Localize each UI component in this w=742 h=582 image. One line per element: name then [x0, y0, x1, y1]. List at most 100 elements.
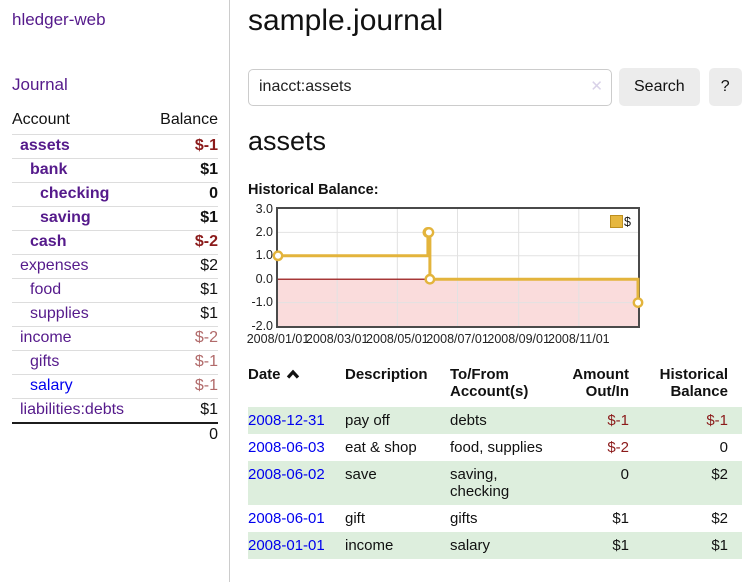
x-axis-tick: 2008/01/01 [246, 331, 310, 346]
y-axis-tick: 3.0 [255, 201, 273, 216]
accounts-header-account: Account [12, 111, 70, 128]
register-description: pay off [345, 411, 390, 429]
account-row: cash $-2 [12, 230, 218, 255]
account-link[interactable]: saving [40, 209, 91, 226]
account-row: checking 0 [12, 182, 218, 207]
accounts-total-spacer [12, 422, 148, 447]
register-table: Date Description To/From Account(s) Amou… [248, 364, 742, 559]
y-axis-tick: -2.0 [251, 318, 273, 333]
accounts-header-row: Account Balance [12, 109, 218, 135]
account-heading: assets [248, 126, 327, 156]
search-input[interactable] [248, 68, 612, 106]
register-balance: $1 [711, 536, 728, 554]
y-axis: 3.0 2.0 1.0 0.0 -1.0 -2.0 [248, 202, 273, 333]
page-title: sample.journal [248, 4, 444, 37]
search-button[interactable]: Search [619, 68, 700, 106]
sidebar-item-journal[interactable]: Journal [12, 75, 68, 94]
account-balance: $1 [147, 206, 218, 231]
register-amount: $-1 [607, 411, 629, 429]
y-axis-tick: 1.0 [255, 248, 273, 263]
account-row: gifts $-1 [12, 350, 218, 375]
account-balance: $1 [147, 398, 218, 423]
register-header-row: Date Description To/From Account(s) Amou… [248, 364, 742, 407]
register-amount: $-2 [607, 438, 629, 456]
register-accounts: gifts [450, 509, 478, 527]
help-button[interactable]: ? [708, 68, 742, 106]
x-axis-tick: 2008/11/01 [547, 331, 610, 346]
account-link[interactable]: expenses [20, 257, 89, 274]
accounts-table: Account Balance assets $-1 bank $1 checking 0… [12, 109, 218, 447]
account-link[interactable]: assets [20, 137, 70, 154]
account-balance: $-2 [147, 326, 218, 351]
account-balance: 0 [147, 182, 218, 207]
account-row: income $-2 [12, 326, 218, 351]
chart-legend: $ [610, 215, 631, 229]
search-form: ✕ Search ? [248, 68, 742, 106]
register-date-link[interactable]: 2008-06-03 [248, 438, 325, 456]
register-balance: 0 [719, 438, 728, 456]
register-description: gift [345, 509, 366, 527]
register-balance: $2 [711, 509, 728, 527]
account-link[interactable]: bank [30, 161, 68, 178]
account-link[interactable]: income [20, 329, 72, 346]
account-row: assets $-1 [12, 134, 218, 159]
account-balance: $-2 [147, 230, 218, 255]
main-content: sample.journal ✕ Search ? assets Histori… [247, 0, 742, 559]
x-axis-tick: 2008/09/01 [487, 331, 550, 346]
register-date-link[interactable]: 2008-06-02 [248, 465, 325, 483]
accounts-total-row: 0 [12, 422, 218, 447]
account-link[interactable]: gifts [30, 353, 60, 370]
accounts-body: assets $-1 bank $1 checking 0 saving $1 cash $-2 e… [12, 134, 218, 423]
account-balance: $1 [147, 278, 218, 303]
register-accounts: saving, checking [450, 465, 510, 500]
x-axis: 2008/01/01 2008/03/01 2008/05/01 2008/07/01… [247, 331, 640, 348]
account-balance: $-1 [147, 134, 218, 159]
y-axis-tick: 0.0 [255, 271, 273, 286]
register-amount: $1 [612, 536, 629, 554]
register-balance: $2 [711, 465, 728, 483]
legend-label: $ [624, 214, 631, 229]
sort-ascending-icon [286, 369, 299, 379]
app-title-link[interactable]: hledger-web [12, 10, 106, 29]
accounts-header-balance: Balance [160, 111, 218, 128]
register-description: income [345, 536, 394, 554]
account-row: saving $1 [12, 206, 218, 231]
x-axis-tick: 2008/05/01 [366, 331, 429, 346]
account-link[interactable]: supplies [30, 305, 89, 322]
register-date-link[interactable]: 2008-06-01 [248, 509, 325, 527]
register-header-accounts: To/From Account(s) [450, 365, 529, 400]
register-header-amount: Amount Out/In [572, 365, 629, 400]
plot-area: $ [272, 206, 644, 328]
account-link[interactable]: liabilities:debts [20, 401, 125, 418]
search-box: ✕ [248, 68, 612, 106]
legend-swatch-icon [610, 215, 624, 229]
sort-by-date[interactable]: Date [248, 366, 300, 383]
x-axis-tick: 2008/07/01 [426, 331, 489, 346]
account-link[interactable]: checking [40, 185, 110, 202]
account-link[interactable]: cash [30, 233, 67, 250]
data-point-marker [424, 273, 436, 285]
y-axis-tick: 2.0 [255, 225, 273, 240]
account-link[interactable]: salary [30, 377, 73, 394]
register-date-link[interactable]: 2008-12-31 [248, 411, 325, 429]
data-point-marker [272, 250, 284, 261]
account-row: food $1 [12, 278, 218, 303]
register-row: 2008-01-01 income salary $1 $1 [248, 531, 742, 559]
data-point-marker [423, 226, 435, 238]
clear-search-icon[interactable]: ✕ [590, 77, 603, 95]
account-row: expenses $2 [12, 254, 218, 279]
account-balance: $2 [147, 254, 218, 279]
register-accounts: debts [450, 411, 487, 429]
register-description: save [345, 465, 377, 483]
register-body: 2008-12-31 pay off debts $-1 $-1 2008-06-03 ea… [248, 406, 742, 559]
account-balance: $-1 [147, 350, 218, 375]
account-link[interactable]: food [30, 281, 62, 298]
register-date-link[interactable]: 2008-01-01 [248, 536, 325, 554]
y-axis-tick: -1.0 [251, 295, 273, 310]
register-row: 2008-06-01 gift gifts $1 $2 [248, 505, 742, 532]
account-balance: $1 [147, 158, 218, 183]
account-row: supplies $1 [12, 302, 218, 327]
sidebar: hledger-web Journal Account Balance asse… [0, 0, 230, 582]
register-accounts: food, supplies [450, 438, 543, 456]
